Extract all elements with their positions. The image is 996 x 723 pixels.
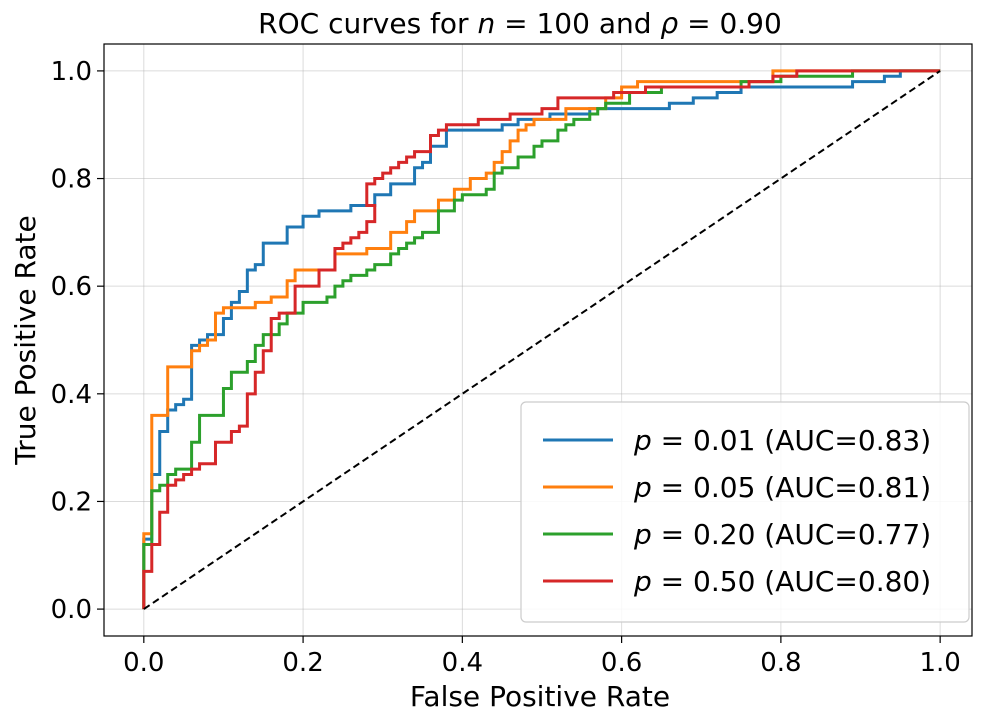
- chance-diagonal-line: [143, 70, 941, 610]
- y-axis-label: True Positive Rate: [9, 215, 42, 465]
- x-tick-label: 0.8: [760, 648, 801, 678]
- plot-area: [142, 69, 941, 610]
- y-tick-label: 0.2: [51, 487, 92, 517]
- y-tick-label: 1.0: [51, 57, 92, 87]
- legend: p = 0.01 (AUC=0.83) p = 0.05 (AUC=0.81) p …: [520, 401, 970, 623]
- x-tick-label: 0.2: [282, 648, 323, 678]
- x-axis-label: False Positive Rate: [410, 680, 670, 713]
- x-tick-label: 0.6: [601, 648, 642, 678]
- plot-frame: [103, 43, 973, 637]
- y-tick-label: 0.6: [51, 272, 92, 302]
- legend-label-series-3: p = 0.20 (AUC=0.77): [633, 518, 931, 551]
- legend-label-series-4: p = 0.50 (AUC=0.80): [633, 565, 931, 598]
- legend-box: [520, 401, 970, 623]
- x-tick-label: 0.0: [123, 648, 164, 678]
- y-tick-label: 0.0: [51, 595, 92, 625]
- axis-ticks: 0.0 0.2 0.4 0.6 0.8 1.0 0.0 0.2 0.4 0.6 0.8 1.0: [51, 57, 961, 678]
- chart-title: ROC curves for n = 100 and ρ = 0.90: [258, 7, 782, 40]
- y-tick-label: 0.4: [51, 380, 92, 410]
- y-tick-label: 0.8: [51, 165, 92, 195]
- legend-label-series-2: p = 0.05 (AUC=0.81): [633, 471, 931, 504]
- x-tick-label: 0.4: [442, 648, 483, 678]
- legend-label-series-1: p = 0.01 (AUC=0.83): [633, 424, 931, 457]
- roc-curve-series-1: [142, 69, 941, 610]
- roc-curve-series-2: [142, 69, 941, 610]
- roc-curve-series-4: [142, 69, 941, 610]
- roc-curve-series-3: [142, 69, 941, 610]
- x-tick-label: 1.0: [919, 648, 960, 678]
